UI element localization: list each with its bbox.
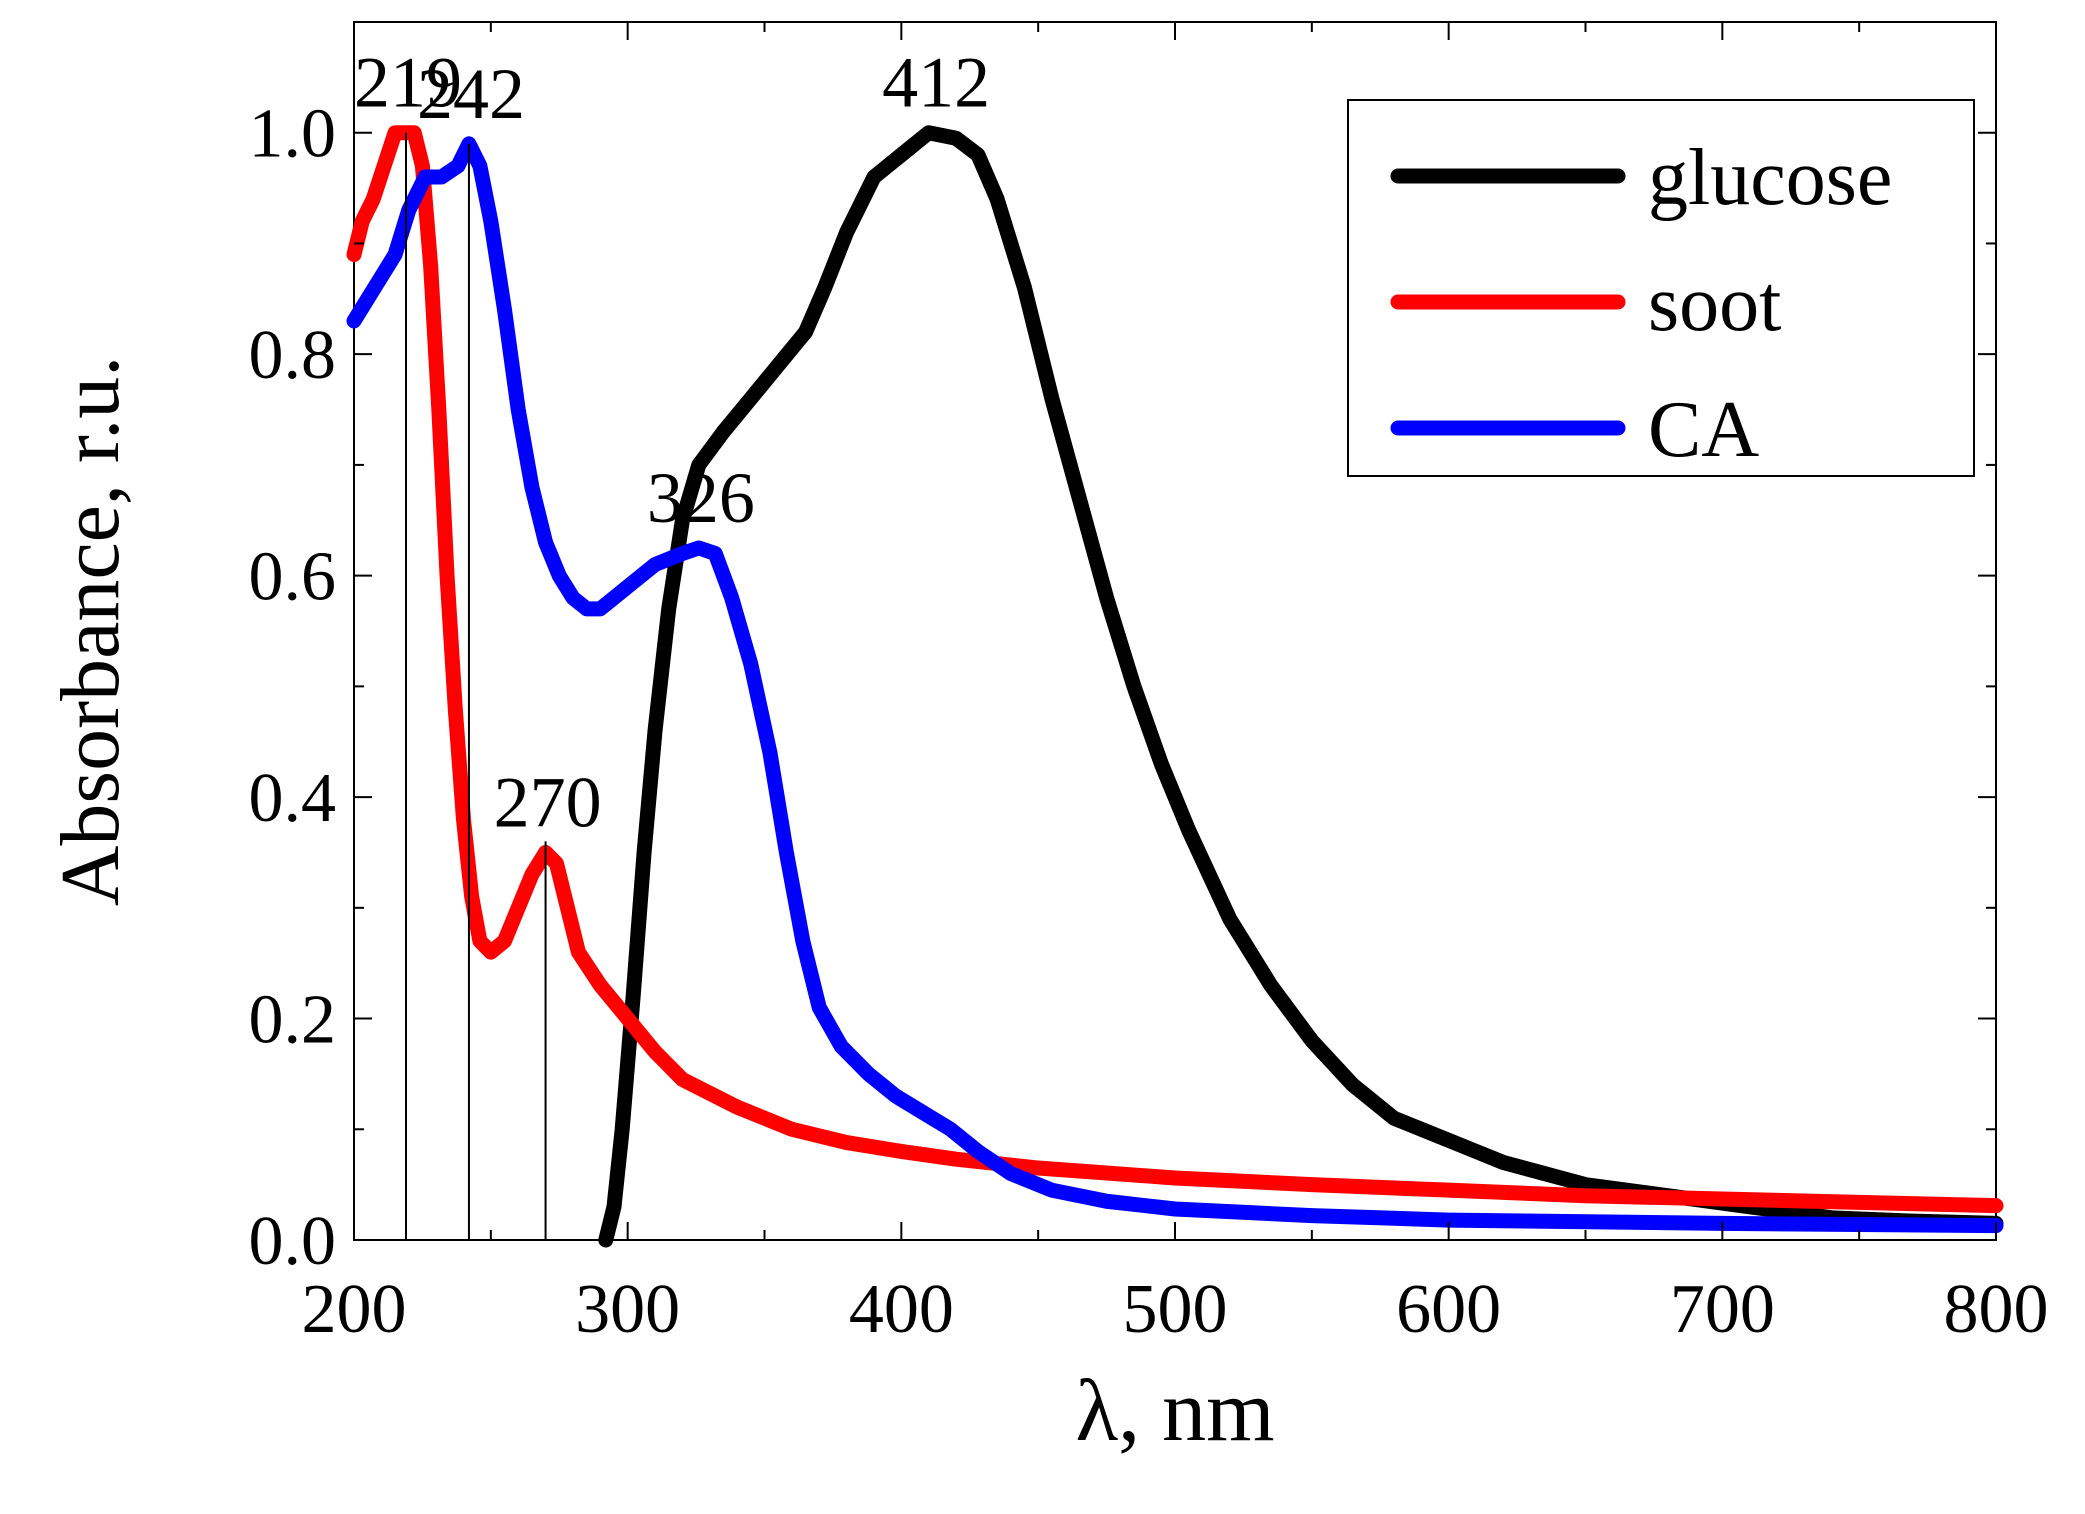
x-tick-label-200: 200 (302, 1271, 407, 1348)
y-tick-label-0.2: 0.2 (249, 982, 337, 1059)
x-ticks (353, 22, 1997, 1240)
peak-label-219: 219 (354, 43, 462, 123)
y-ticks (354, 131, 1996, 1241)
x-axis-label: λ, nm (1075, 1363, 1274, 1460)
y-axis: 0.0 0.2 0.4 0.6 0.8 1.0 (249, 96, 1996, 1280)
x-axis: 200 300 400 500 600 700 800 (302, 22, 2049, 1348)
legend: glucose soot CA (1347, 99, 1975, 477)
x-tick-label-700: 700 (1670, 1271, 1775, 1348)
x-tick-label-800: 800 (1944, 1271, 2049, 1348)
x-tick-label-300: 300 (575, 1271, 680, 1348)
series-layer (346, 125, 2004, 1248)
series-line-soot (346, 125, 2004, 1214)
y-tick-label-0.0: 0.0 (249, 1203, 337, 1280)
annotation-lines (404, 132, 547, 1240)
peak-label-242: 242 (417, 54, 525, 134)
peak-label-412: 412 (882, 43, 990, 123)
legend-label-glucose: glucose (1648, 134, 1892, 222)
y-tick-label-0.4: 0.4 (249, 760, 337, 837)
legend-label-soot: soot (1648, 260, 1781, 348)
series-line-ca (346, 136, 2004, 1234)
peak-label-326: 326 (647, 458, 755, 538)
legend-label-ca: CA (1648, 386, 1759, 474)
peak-label-270: 270 (494, 762, 602, 842)
legend-items: glucose soot CA (1390, 134, 1892, 474)
x-tick-label-400: 400 (849, 1271, 954, 1348)
y-tick-label-0.8: 0.8 (249, 317, 337, 394)
legend-box (1347, 99, 1975, 477)
y-axis-label: Absorbance, r.u. (44, 356, 137, 907)
y-tick-label-0.6: 0.6 (249, 539, 337, 616)
x-tick-label-500: 500 (1123, 1271, 1228, 1348)
x-tick-label-600: 600 (1396, 1271, 1501, 1348)
x-tick-labels: 200 300 400 500 600 700 800 (302, 1271, 2049, 1348)
y-tick-label-1.0: 1.0 (249, 96, 337, 173)
y-tick-labels: 0.0 0.2 0.4 0.6 0.8 1.0 (249, 96, 337, 1280)
